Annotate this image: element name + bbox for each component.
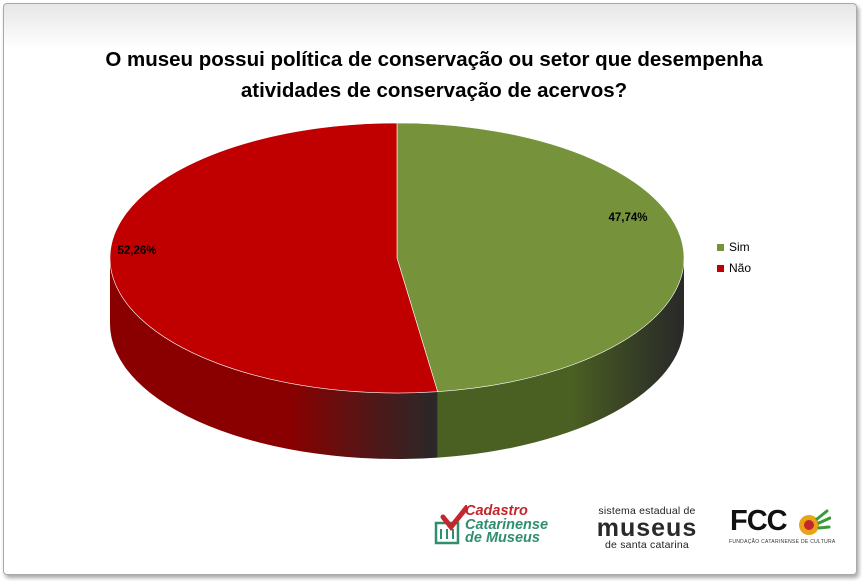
pie-slice-sim (396, 122, 685, 392)
legend-label-nao: Não (729, 261, 752, 275)
fcc-logo: FCC FUNDAÇÃO CATARINENSE DE CULTURA (727, 505, 837, 549)
pie-side-sim (437, 258, 684, 458)
data-label-não: 52,26% (117, 245, 156, 257)
legend-label-sim: Sim (729, 240, 750, 254)
sistema-logo-line-1: sistema estadual de (598, 505, 696, 517)
fcc-logo-subtitle: FUNDAÇÃO CATARINENSE DE CULTURA (729, 539, 836, 545)
cadastro-catarinense-logo: Cadastro Catarinense de Museus (433, 503, 573, 549)
sistema-logo-line-3: de santa catarina (605, 539, 689, 551)
data-label-sim: 47,74% (608, 212, 647, 224)
chart-title-line-2: atividades de conservação de acervos? (240, 79, 628, 102)
fcc-logo-text: FCC (730, 505, 788, 537)
pie-slice-não (109, 122, 439, 394)
cadastro-logo-line-1: Cadastro (465, 503, 528, 519)
museum-check-icon (434, 504, 470, 545)
legend-swatch-nao (717, 265, 724, 272)
cadastro-logo-text: Cadastro Catarinense de Museus (465, 503, 549, 546)
hand-icon (799, 509, 831, 535)
sistema-estadual-museus-logo: sistema estadual de museus de santa cata… (588, 505, 706, 551)
chart-title: O museu possui política de conservação o… (64, 44, 804, 106)
chart-title-line-1: O museu possui política de conservação o… (105, 48, 763, 71)
pie-side-não (110, 258, 438, 459)
cadastro-logo-line-2: Catarinense (465, 516, 549, 533)
legend-swatch-sim (717, 244, 724, 251)
cadastro-logo-line-3: de Museus (465, 530, 540, 546)
sistema-logo-line-2: museus (596, 514, 698, 542)
